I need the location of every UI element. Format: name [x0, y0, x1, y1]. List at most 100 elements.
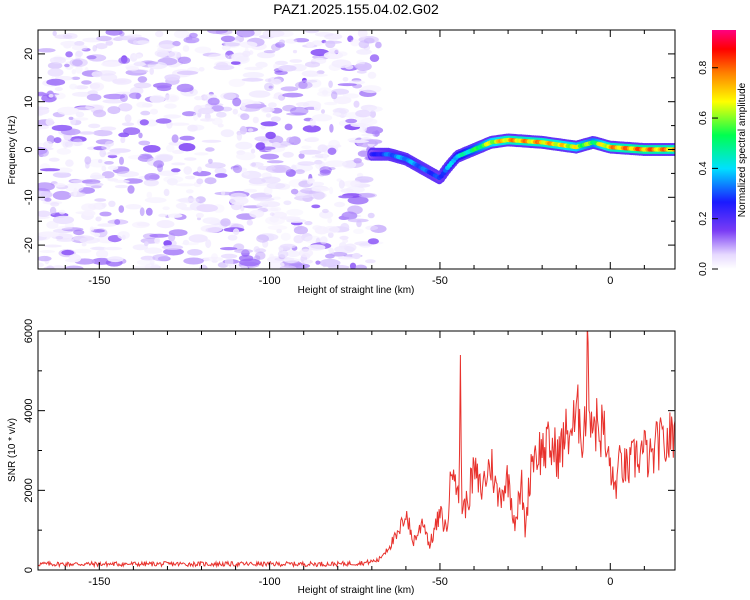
noise-cell — [144, 197, 167, 204]
noise-cell — [71, 44, 88, 51]
noise-cell — [268, 261, 285, 269]
noise-cell — [224, 257, 234, 267]
noise-cell — [197, 166, 202, 173]
noise-cell — [178, 143, 196, 152]
noise-cell — [269, 212, 275, 217]
noise-cell — [302, 125, 321, 133]
noise-cell — [354, 64, 368, 69]
noise-cell — [89, 226, 95, 232]
noise-cell — [58, 209, 66, 215]
noise-cell — [101, 171, 115, 179]
noise-cell — [361, 133, 374, 137]
noise-cell — [202, 217, 220, 225]
noise-cell — [43, 141, 53, 149]
noise-cell — [167, 213, 183, 218]
noise-cell — [364, 139, 383, 145]
noise-cell — [276, 228, 282, 234]
noise-cell — [200, 118, 216, 122]
noise-cell — [46, 78, 66, 86]
noise-cell — [60, 40, 79, 47]
noise-cell — [102, 99, 124, 104]
noise-cell — [260, 200, 269, 205]
noise-cell — [73, 187, 78, 197]
noise-cell — [92, 45, 97, 52]
noise-cell — [286, 136, 295, 144]
noise-cell — [178, 197, 200, 204]
noise-cell — [220, 35, 236, 42]
noise-cell — [343, 243, 357, 252]
noise-cell — [305, 42, 315, 48]
spectrogram-x-label: Height of straight line (km) — [298, 285, 415, 296]
noise-cell — [356, 172, 364, 178]
noise-cell — [211, 105, 224, 112]
noise-cell — [270, 206, 282, 212]
noise-cell — [140, 110, 151, 116]
noise-cell — [321, 109, 325, 114]
noise-cell — [119, 31, 125, 37]
snr-ticks: -150 -100 -50 0 0 2000 4000 6000 — [23, 319, 675, 588]
noise-cell — [309, 118, 316, 127]
noise-cell — [46, 220, 59, 229]
noise-cell — [213, 64, 235, 71]
noise-cell — [176, 83, 194, 93]
noise-cell — [163, 188, 170, 197]
noise-cell — [67, 138, 81, 142]
noise-cell — [108, 200, 116, 207]
noise-cell — [263, 186, 273, 196]
noise-cell — [188, 234, 208, 243]
noise-cell — [319, 258, 341, 267]
noise-cell — [176, 70, 199, 76]
noise-cell — [350, 39, 360, 47]
noise-cell — [192, 170, 212, 177]
noise-cell — [61, 227, 84, 232]
noise-cell — [252, 116, 259, 124]
noise-cell — [208, 158, 213, 164]
noise-cell — [73, 248, 92, 254]
noise-cell — [338, 180, 345, 189]
noise-cell — [52, 30, 57, 36]
noise-cell — [45, 118, 55, 126]
noise-cell — [336, 51, 348, 57]
noise-cell — [263, 50, 276, 54]
noise-cell — [92, 109, 107, 118]
noise-cell — [69, 83, 78, 90]
noise-cell — [185, 189, 194, 194]
noise-cell — [74, 41, 85, 46]
noise-cell — [104, 140, 115, 147]
noise-cell — [81, 179, 101, 185]
y-tick-label: 10 — [23, 96, 35, 108]
noise-cell — [136, 222, 150, 227]
noise-cell — [101, 165, 107, 172]
noise-cell — [99, 211, 112, 217]
noise-cell — [266, 182, 286, 189]
noise-cell — [311, 186, 330, 192]
noise-cell — [133, 62, 147, 67]
noise-cell — [93, 232, 101, 238]
noise-cell — [367, 238, 379, 245]
noise-cell — [65, 51, 73, 58]
noise-cell — [310, 181, 325, 187]
noise-cell — [164, 74, 181, 81]
noise-cell — [243, 188, 258, 193]
noise-cell — [163, 248, 184, 256]
noise-cell — [220, 129, 235, 138]
noise-cell — [149, 174, 160, 180]
noise-cell — [347, 205, 363, 215]
noise-cell — [365, 225, 379, 231]
noise-cell — [352, 252, 361, 260]
noise-cell — [328, 48, 340, 55]
noise-cell — [327, 232, 334, 238]
noise-cell — [230, 61, 241, 65]
noise-cell — [307, 73, 328, 77]
noise-cell — [43, 244, 62, 248]
noise-cell — [329, 123, 334, 133]
noise-cell — [107, 106, 121, 115]
noise-cell — [294, 190, 315, 199]
noise-cell — [246, 219, 253, 226]
noise-cell — [349, 262, 357, 269]
noise-cell — [107, 165, 119, 170]
noise-cell — [345, 118, 358, 124]
noise-cell — [137, 76, 148, 83]
snr-series-line — [38, 331, 675, 569]
